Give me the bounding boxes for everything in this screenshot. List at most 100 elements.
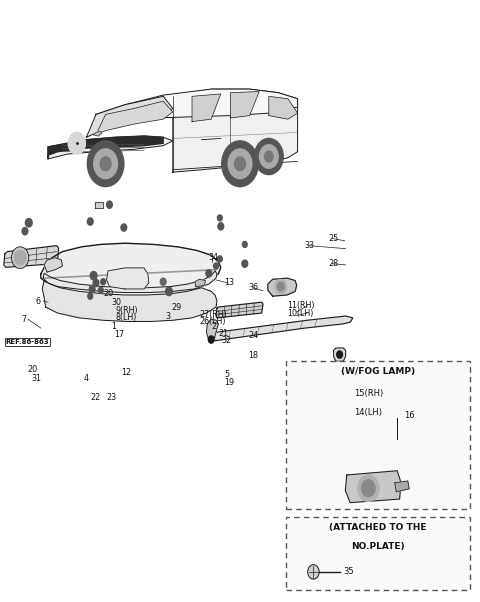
- Text: 12: 12: [121, 368, 131, 376]
- Circle shape: [308, 565, 319, 579]
- Text: 11(RH): 11(RH): [287, 302, 314, 310]
- Text: 35: 35: [343, 568, 354, 576]
- Text: 7: 7: [21, 315, 26, 323]
- Text: 2: 2: [211, 322, 216, 330]
- Polygon shape: [48, 136, 163, 159]
- Text: 21: 21: [218, 329, 228, 338]
- Text: 23: 23: [107, 393, 117, 402]
- Circle shape: [90, 272, 97, 280]
- Text: 15(RH): 15(RH): [354, 389, 383, 398]
- Text: 36: 36: [249, 284, 259, 292]
- Text: 4: 4: [84, 374, 89, 382]
- Text: 9(RH): 9(RH): [115, 306, 138, 315]
- Text: 22: 22: [90, 393, 100, 402]
- Text: 8(LH): 8(LH): [115, 314, 137, 322]
- Circle shape: [87, 218, 93, 225]
- Text: 26(LH): 26(LH): [199, 317, 226, 326]
- Polygon shape: [268, 278, 297, 296]
- Circle shape: [217, 256, 222, 262]
- Text: 27(RH): 27(RH): [199, 310, 227, 318]
- Polygon shape: [86, 96, 173, 137]
- Polygon shape: [107, 268, 149, 289]
- Polygon shape: [41, 243, 221, 290]
- Circle shape: [259, 145, 278, 168]
- Circle shape: [94, 149, 118, 179]
- Text: (ATTACHED TO THE: (ATTACHED TO THE: [329, 523, 427, 532]
- Circle shape: [121, 224, 127, 231]
- Polygon shape: [4, 246, 59, 267]
- Circle shape: [25, 219, 32, 227]
- Circle shape: [107, 201, 112, 208]
- Text: REF.86-863: REF.86-863: [6, 339, 49, 345]
- Text: 18: 18: [249, 351, 259, 359]
- Text: 13: 13: [225, 279, 235, 287]
- Circle shape: [89, 285, 95, 293]
- Bar: [286, 517, 470, 590]
- Circle shape: [98, 287, 103, 293]
- Circle shape: [235, 157, 245, 170]
- Circle shape: [87, 141, 124, 187]
- Circle shape: [12, 247, 29, 268]
- Polygon shape: [230, 92, 259, 118]
- Polygon shape: [345, 471, 401, 503]
- Circle shape: [101, 279, 106, 285]
- Text: 20: 20: [103, 290, 113, 298]
- Circle shape: [68, 132, 85, 154]
- Polygon shape: [216, 302, 263, 318]
- Circle shape: [22, 228, 28, 235]
- Circle shape: [100, 157, 111, 170]
- Polygon shape: [206, 319, 218, 340]
- Text: 31: 31: [31, 374, 41, 382]
- Circle shape: [160, 278, 166, 285]
- Circle shape: [337, 351, 343, 358]
- Polygon shape: [96, 89, 298, 118]
- Circle shape: [93, 279, 99, 287]
- Polygon shape: [44, 258, 62, 272]
- Polygon shape: [212, 316, 353, 341]
- Circle shape: [88, 293, 93, 299]
- Circle shape: [277, 282, 284, 291]
- Text: 3: 3: [166, 312, 170, 320]
- Text: 20: 20: [28, 365, 38, 374]
- Text: 16: 16: [404, 411, 415, 420]
- Circle shape: [358, 475, 379, 501]
- Circle shape: [361, 480, 375, 497]
- Text: 32: 32: [222, 337, 232, 345]
- Text: 25: 25: [329, 234, 339, 243]
- Polygon shape: [395, 481, 409, 492]
- Circle shape: [214, 263, 218, 269]
- Text: 28: 28: [329, 259, 339, 268]
- Text: 34: 34: [209, 253, 219, 262]
- Circle shape: [206, 270, 212, 277]
- Text: 19: 19: [225, 379, 235, 387]
- Polygon shape: [192, 94, 221, 122]
- Polygon shape: [334, 348, 346, 361]
- Text: 30: 30: [111, 298, 121, 306]
- Polygon shape: [96, 101, 173, 135]
- Polygon shape: [173, 89, 298, 172]
- Circle shape: [208, 336, 214, 343]
- Circle shape: [264, 151, 273, 162]
- Text: 29: 29: [172, 303, 182, 311]
- Text: 14(LH): 14(LH): [354, 408, 383, 417]
- Circle shape: [166, 287, 172, 296]
- Text: (W/FOG LAMP): (W/FOG LAMP): [341, 367, 415, 376]
- Polygon shape: [42, 281, 217, 321]
- Text: 1: 1: [111, 322, 116, 330]
- Text: 24: 24: [249, 332, 259, 340]
- Circle shape: [275, 279, 287, 294]
- Text: 17: 17: [114, 330, 124, 339]
- Circle shape: [218, 223, 224, 230]
- Text: 10(LH): 10(LH): [287, 309, 313, 317]
- Circle shape: [254, 138, 283, 175]
- Circle shape: [242, 241, 247, 247]
- Text: 33: 33: [305, 241, 315, 250]
- Text: 6: 6: [36, 297, 41, 305]
- Text: 5: 5: [225, 370, 230, 379]
- Polygon shape: [48, 136, 173, 159]
- Polygon shape: [43, 271, 217, 293]
- Bar: [286, 361, 470, 509]
- Text: NO.PLATE): NO.PLATE): [351, 542, 405, 551]
- Polygon shape: [95, 202, 103, 208]
- Polygon shape: [94, 131, 102, 136]
